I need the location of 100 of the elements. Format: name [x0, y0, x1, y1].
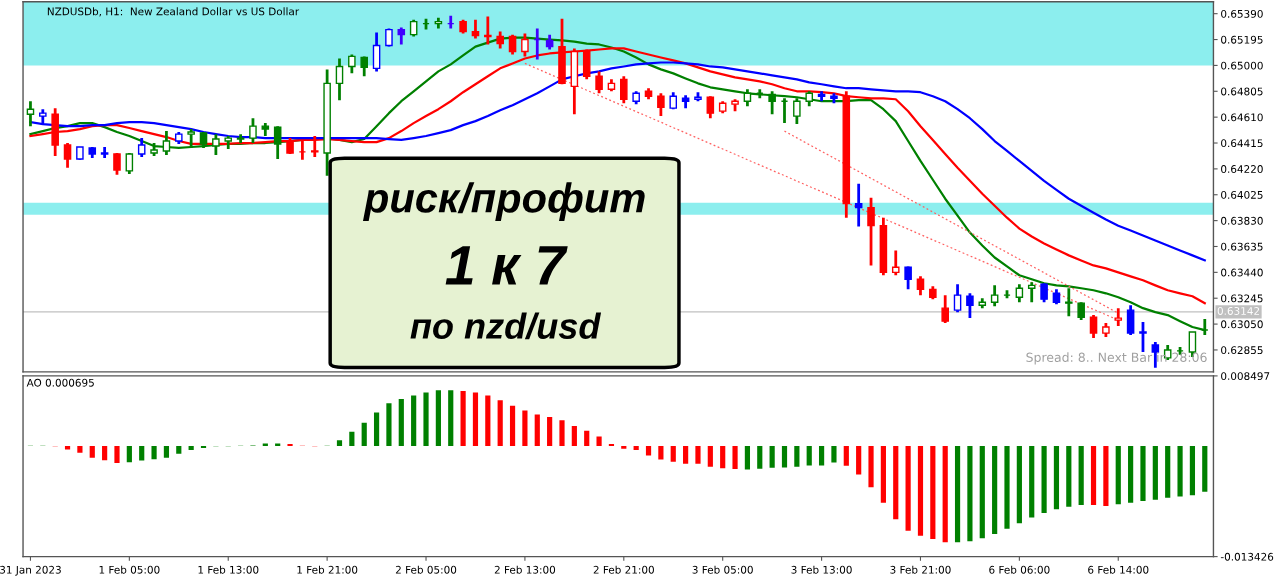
x-tick-label: 1 Feb 13:00 — [198, 565, 259, 574]
bar — [818, 445, 825, 466]
bar — [695, 445, 701, 464]
bar — [880, 445, 886, 503]
bar — [485, 395, 491, 446]
bar — [472, 392, 479, 446]
x-tick-label: 1 Feb 21:00 — [297, 565, 358, 574]
y-tick-label: 0.64805 — [1221, 87, 1263, 96]
candlestick — [966, 291, 974, 320]
y-tick-label: 0.64025 — [1221, 190, 1263, 199]
candlestick — [595, 69, 603, 95]
candlestick — [953, 282, 962, 314]
bar — [1189, 445, 1196, 496]
bar — [806, 445, 812, 466]
candlestick — [620, 74, 628, 105]
bar — [843, 445, 849, 466]
y-tick-label: 0.65195 — [1221, 35, 1263, 44]
candlestick — [768, 89, 776, 116]
x-tick-label: 2 Feb 21:00 — [593, 565, 654, 574]
bar — [584, 430, 590, 446]
bar — [571, 425, 577, 446]
y-tick-label: 0.63635 — [1221, 242, 1263, 251]
chart-title: NZDUSDb, H1: New Zealand Dollar vs US Dollar — [47, 7, 300, 17]
y-tick-label: 0.008497 — [1221, 372, 1270, 381]
bar — [460, 390, 466, 446]
bar — [992, 445, 998, 535]
bar — [114, 445, 120, 463]
bar — [868, 445, 874, 488]
bar — [139, 445, 145, 461]
x-tick-label: 6 Feb 06:00 — [989, 565, 1050, 574]
bar — [967, 445, 973, 542]
x-tick-label: 1 Feb 05:00 — [99, 565, 160, 574]
bar — [176, 445, 182, 454]
candlestick — [335, 57, 344, 102]
bar — [608, 443, 615, 446]
line-series — [783, 130, 1119, 314]
bar — [398, 399, 404, 446]
candlestick — [904, 264, 912, 291]
bar — [831, 445, 837, 463]
candlestick — [990, 283, 999, 308]
candlestick — [706, 94, 715, 120]
candlestick — [162, 129, 171, 157]
bar — [275, 443, 281, 446]
candlestick — [1065, 286, 1073, 318]
candlestick — [1027, 280, 1036, 304]
bar — [942, 445, 948, 543]
bar — [547, 417, 553, 446]
candlestick — [793, 96, 801, 126]
bar — [1029, 445, 1035, 518]
bar — [509, 405, 516, 446]
bar — [373, 412, 380, 446]
bar — [621, 445, 627, 449]
bar — [89, 445, 95, 458]
candlestick — [941, 293, 949, 325]
bar — [126, 445, 132, 463]
annotation: риск/профит — [362, 182, 645, 222]
bar — [1078, 445, 1084, 506]
y-tick-label: 0.64415 — [1221, 139, 1263, 148]
bar — [670, 445, 676, 462]
bar — [930, 445, 936, 540]
candlestick — [372, 31, 381, 73]
bar — [151, 445, 157, 460]
bar — [64, 445, 71, 450]
bar — [954, 445, 961, 543]
annotation: 1 к 7 — [445, 246, 568, 285]
candlestick — [212, 132, 220, 157]
bar — [349, 431, 355, 446]
candlestick — [891, 249, 900, 277]
bar — [979, 445, 985, 539]
bar — [361, 422, 367, 446]
bar — [1128, 445, 1134, 503]
candlestick — [273, 124, 282, 161]
bar — [1177, 445, 1183, 497]
candlestick — [310, 134, 319, 159]
bar — [757, 445, 763, 469]
bar — [1115, 445, 1121, 505]
bar — [411, 395, 417, 446]
bar — [1140, 445, 1146, 501]
candlestick — [657, 91, 665, 118]
candlestick — [360, 55, 368, 78]
bar — [893, 445, 899, 520]
x-tick-label: 3 Feb 05:00 — [692, 565, 753, 574]
bar — [200, 445, 207, 448]
y-tick-label: 0.63830 — [1221, 216, 1263, 225]
bar — [781, 445, 788, 468]
candlestick — [63, 141, 72, 170]
y-tick-label: 0.65000 — [1221, 61, 1263, 70]
bar — [1165, 445, 1171, 498]
bar — [188, 445, 194, 450]
bar — [658, 445, 664, 460]
bar — [683, 445, 689, 464]
candlestick — [187, 127, 195, 150]
bar — [522, 410, 528, 446]
ref-line-label: 0.63142 — [1217, 307, 1260, 315]
chart-title: AO 0.000695 — [26, 378, 94, 387]
annotation: по nzd/usd — [410, 312, 602, 340]
x-tick-label: 3 Feb 21:00 — [890, 565, 951, 574]
candlestick — [1089, 313, 1098, 340]
candlestick — [1139, 320, 1147, 354]
bar — [102, 445, 108, 461]
